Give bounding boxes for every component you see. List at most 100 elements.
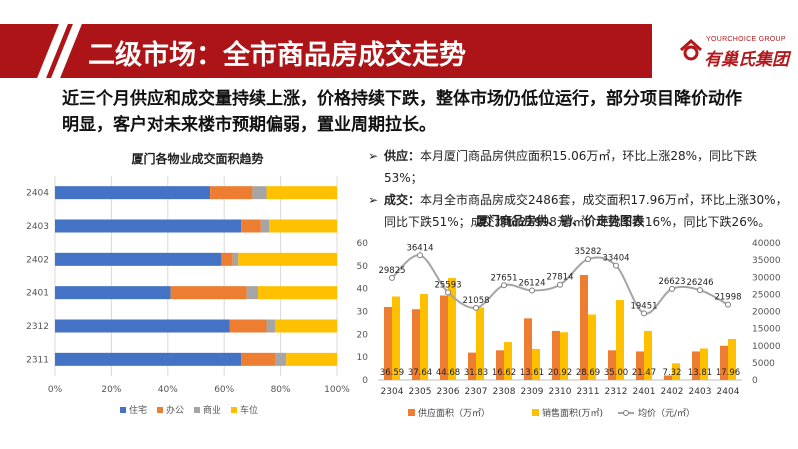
legend-label: 办公 bbox=[166, 404, 184, 416]
bar-segment bbox=[241, 219, 261, 233]
x-tick-label: 40% bbox=[158, 385, 178, 395]
price-point bbox=[557, 281, 563, 288]
legend-swatch bbox=[408, 409, 415, 416]
price-point bbox=[417, 252, 423, 259]
price-point bbox=[473, 304, 479, 311]
arrow-bullet-icon: ➢ bbox=[368, 149, 379, 163]
sales-data-label: 28.69 bbox=[576, 368, 600, 378]
x-tick-label: 2401 bbox=[633, 387, 656, 397]
x-tick-label: 2310 bbox=[549, 387, 572, 397]
sales-bar bbox=[644, 330, 652, 380]
price-data-label: 26623 bbox=[658, 277, 685, 287]
x-tick-label: 20% bbox=[101, 385, 121, 395]
supply-bar bbox=[496, 350, 504, 380]
page-title: 二级市场：全市商品房成交走势 bbox=[88, 40, 466, 71]
left-axis-tick-label: 10 bbox=[357, 353, 369, 363]
price-data-label: 36414 bbox=[406, 243, 433, 253]
price-point bbox=[501, 282, 507, 289]
bullet-text: 本月全市商品房成交2486套，成交面积17.96万㎡，环比上涨30%，同比下跌5… bbox=[384, 193, 788, 229]
right-axis-tick-label: 30000 bbox=[752, 273, 781, 283]
bar-segment bbox=[210, 186, 253, 200]
sales-bar bbox=[672, 363, 680, 380]
bar-segment bbox=[55, 286, 171, 300]
price-data-label: 33404 bbox=[602, 254, 629, 264]
price-point bbox=[641, 310, 647, 317]
left-chart-title: 厦门各物业成交面积趋势 bbox=[131, 152, 264, 166]
bullet-text: 本月厦门商品房供应面积15.06万㎡，环比上涨28%，同比下跌53%； bbox=[384, 149, 758, 185]
x-tick-label: 2312 bbox=[605, 387, 628, 397]
bar-segment bbox=[55, 219, 242, 233]
bar-segment bbox=[55, 319, 230, 333]
x-tick-label: 60% bbox=[214, 385, 234, 395]
sales-data-label: 17.96 bbox=[716, 368, 740, 378]
supply-bar bbox=[580, 274, 588, 380]
bar-segment bbox=[260, 219, 270, 233]
sales-bar bbox=[616, 300, 624, 380]
y-tick-label: 2403 bbox=[26, 222, 49, 232]
price-point bbox=[585, 256, 591, 263]
y-tick-label: 2312 bbox=[26, 322, 49, 332]
y-tick-label: 2404 bbox=[26, 189, 49, 199]
right-axis-tick-label: 0 bbox=[752, 376, 758, 386]
company-logo: YOURCHOICE GROUP 有巢氏集团 bbox=[678, 36, 793, 70]
legend-label: 均价（元/㎡） bbox=[638, 407, 695, 419]
sales-data-label: 21.47 bbox=[632, 368, 656, 378]
supply-bar bbox=[524, 318, 532, 380]
x-tick-label: 0% bbox=[48, 385, 63, 395]
right-axis-tick-label: 15000 bbox=[752, 325, 781, 335]
sales-data-label: 16.62 bbox=[492, 368, 516, 378]
legend-label: 住宅 bbox=[129, 404, 147, 416]
legend-swatch bbox=[231, 407, 237, 413]
bullet-label: 成交： bbox=[384, 193, 421, 207]
supply-bar bbox=[552, 330, 560, 380]
sales-bar bbox=[700, 348, 708, 380]
bar-segment bbox=[229, 319, 267, 333]
legend-marker bbox=[623, 410, 629, 416]
bullet-label: 供应： bbox=[384, 149, 421, 163]
right-axis-tick-label: 10000 bbox=[752, 342, 781, 352]
bar-segment bbox=[221, 252, 233, 266]
header-bar bbox=[0, 24, 652, 78]
right-axis-tick-label: 40000 bbox=[752, 239, 781, 249]
bar-segment bbox=[55, 352, 242, 366]
legend-swatch bbox=[157, 407, 163, 413]
price-point bbox=[529, 287, 535, 294]
logo-english-text: YOURCHOICE GROUP bbox=[706, 36, 786, 43]
y-tick-label: 2311 bbox=[26, 355, 49, 365]
sales-data-label: 13.61 bbox=[520, 368, 544, 378]
price-data-label: 35282 bbox=[574, 247, 601, 257]
x-tick-label: 2403 bbox=[689, 387, 712, 397]
sales-bar bbox=[728, 338, 736, 380]
left-axis-tick-label: 0 bbox=[362, 376, 368, 386]
bar-segment bbox=[238, 252, 337, 266]
sales-data-label: 31.83 bbox=[464, 368, 488, 378]
price-point bbox=[613, 262, 619, 269]
supply-bar bbox=[664, 375, 672, 380]
x-tick-label: 2402 bbox=[661, 387, 684, 397]
price-data-label: 26124 bbox=[518, 279, 545, 289]
left-axis-tick-label: 40 bbox=[357, 285, 369, 295]
x-tick-label: 100% bbox=[324, 385, 350, 395]
sales-data-label: 7.32 bbox=[663, 368, 682, 378]
bar-segment bbox=[274, 352, 287, 366]
bar-segment bbox=[252, 186, 267, 200]
right-axis-tick-label: 5000 bbox=[752, 359, 775, 369]
key-points: ➢ 供应：本月厦门商品房供应面积15.06万㎡，环比上涨28%，同比下跌53%；… bbox=[368, 145, 788, 233]
sales-data-label: 36.59 bbox=[380, 368, 404, 378]
sales-data-label: 20.92 bbox=[548, 368, 572, 378]
legend-swatch bbox=[120, 407, 126, 413]
bar-segment bbox=[286, 352, 337, 366]
y-tick-label: 2401 bbox=[26, 289, 49, 299]
legend-swatch bbox=[532, 409, 539, 416]
left-axis-tick-label: 30 bbox=[357, 308, 369, 318]
bar-segment bbox=[266, 186, 337, 200]
bar-segment bbox=[170, 286, 247, 300]
right-chart-title: 厦门商品房供、销、价走势图表 bbox=[475, 214, 644, 228]
supply-bar bbox=[636, 351, 644, 380]
x-tick-label: 80% bbox=[271, 385, 291, 395]
bar-segment bbox=[246, 286, 259, 300]
bar-segment bbox=[269, 219, 337, 233]
supply-bar bbox=[608, 350, 616, 380]
bullet-deal: ➢ 成交：本月全市商品房成交2486套，成交面积17.96万㎡，环比上涨30%，… bbox=[368, 189, 788, 233]
bar-segment bbox=[274, 319, 337, 333]
